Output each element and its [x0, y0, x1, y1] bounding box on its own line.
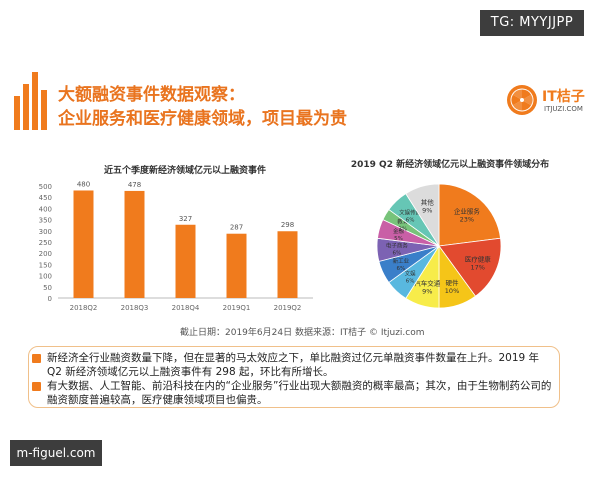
notes-box: 新经济全行业融资数量下降，但在显著的马太效应之下，单比融资过亿元单融资事件数量在…	[28, 346, 560, 408]
note-text: 有大数据、人工智能、前沿科技在内的“企业服务”行业出现大额融资的概率最高；其次，…	[47, 380, 552, 406]
bar	[124, 190, 145, 298]
data-label: 327	[179, 215, 192, 223]
watermark-badge-top: TG: MYYJJPP	[480, 10, 584, 36]
y-tick-label: 400	[39, 205, 52, 213]
pie-slice-label: 文娱传媒	[399, 208, 422, 216]
y-tick-label: 450	[39, 194, 52, 202]
pie-slice-value: 6%	[406, 279, 415, 285]
pie-slice-value: 10%	[445, 287, 459, 295]
pie-slice-value: 6%	[406, 217, 415, 223]
pie-slice-value: 6%	[393, 251, 402, 257]
page-title-line2: 企业服务和医疗健康领域，项目最为贵	[58, 109, 347, 129]
pie-slice	[438, 183, 501, 247]
x-tick-label: 2019Q2	[274, 304, 302, 312]
bar	[226, 233, 247, 298]
y-tick-label: 350	[39, 217, 52, 225]
bar-chart-title: 近五个季度新经济领域亿元以上融资事件	[103, 166, 266, 176]
y-tick-label: 0	[48, 295, 52, 303]
data-label: 480	[77, 180, 90, 188]
y-tick-label: 50	[43, 284, 52, 292]
source-note: 截止日期：2019年6月24日 数据来源：IT桔子 © Itjuzi.com	[180, 328, 425, 338]
note-item: 新经济全行业融资数量下降，但在显著的马太效应之下，单比融资过亿元单融资事件数量在…	[32, 351, 552, 379]
logo-text: IT桔子	[542, 89, 585, 105]
logo-subtext: ITJUZI.COM	[544, 105, 583, 113]
data-label: 478	[128, 181, 141, 189]
bar-chart: 0 50 100 150 200 250 300 350 400 450 500 480 2018Q2 4…	[39, 180, 313, 312]
pie-slice-value: 9%	[422, 287, 432, 295]
pie-slice	[438, 237, 502, 297]
page-title-line1: 大额融资事件数据观察：	[58, 85, 245, 105]
pie-slice-value: 5%	[394, 236, 403, 242]
data-label: 298	[281, 221, 294, 229]
bar	[175, 224, 196, 298]
pie-slice-value: 23%	[460, 215, 474, 223]
pie-slice-label: 其他	[421, 198, 435, 207]
accent-bars-decoration	[14, 70, 54, 130]
bar	[73, 190, 94, 298]
pie-chart-title: 2019 Q2 新经济领域亿元以上融资事件领域分布	[350, 160, 550, 170]
pie-slice-label: 教育	[397, 218, 409, 226]
pie-slice-label: 医疗健康	[465, 255, 492, 264]
x-tick-label: 2018Q2	[70, 304, 98, 312]
y-tick-label: 500	[39, 183, 52, 191]
bullet-icon	[32, 354, 41, 363]
itjuzi-logo: IT桔子 ITJUZI.COM	[506, 84, 596, 124]
note-text: 新经济全行业融资数量下降，但在显著的马太效应之下，单比融资过亿元单融资事件数量在…	[47, 352, 540, 378]
pie-slice-label: 电子商务	[386, 242, 409, 250]
y-tick-label: 300	[39, 228, 52, 236]
pie-slice-label: 汽车交通	[414, 278, 441, 287]
y-tick-label: 250	[39, 239, 52, 247]
bar	[277, 231, 298, 298]
note-item: 有大数据、人工智能、前沿科技在内的“企业服务”行业出现大额融资的概率最高；其次，…	[32, 379, 552, 407]
y-tick-label: 100	[39, 273, 52, 281]
y-tick-label: 150	[39, 261, 52, 269]
pie-slice-label: 新工业	[393, 257, 410, 265]
pie-slice-value: 9%	[422, 207, 432, 215]
bullet-icon	[32, 382, 41, 391]
orange-slice-icon	[507, 85, 537, 115]
pie-slice-label: 企业服务	[454, 206, 481, 215]
pie-slice-value: 17%	[470, 264, 484, 272]
pie-chart: 企业服务23%医疗健康17%硬件10%汽车交通9%文娱6%新工业6%电子商务6%…	[376, 183, 502, 309]
x-tick-label: 2019Q1	[223, 304, 251, 312]
y-tick-label: 200	[39, 250, 52, 258]
pie-slice-value: 3%	[398, 227, 407, 233]
pie-slice	[405, 183, 440, 248]
watermark-badge-bottom: m-figuel.com	[10, 440, 102, 466]
x-tick-label: 2018Q4	[172, 304, 200, 312]
pie-slice-label: 硬件	[446, 278, 460, 287]
pie-slice-label: 金融	[393, 227, 405, 235]
pie-slice-value: 6%	[396, 266, 405, 272]
x-tick-label: 2018Q3	[121, 304, 149, 312]
data-label: 287	[230, 224, 243, 232]
pie-slice-label: 文娱	[405, 270, 417, 278]
